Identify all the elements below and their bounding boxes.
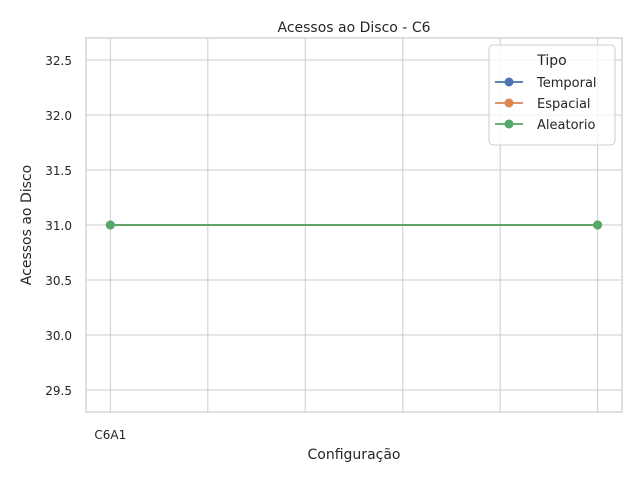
y-tick-label: 32.5 bbox=[45, 54, 72, 68]
series-layer bbox=[105, 220, 603, 230]
legend-marker-aleatorio bbox=[504, 119, 514, 129]
x-axis-tick-labels: C6A1 bbox=[94, 428, 126, 442]
y-tick-label: 31.5 bbox=[45, 164, 72, 178]
legend-marker-espacial bbox=[504, 98, 514, 108]
y-tick-label: 32.0 bbox=[45, 109, 72, 123]
legend-marker-temporal bbox=[504, 77, 514, 87]
plot-frame bbox=[85, 37, 623, 413]
y-axis-label: Acessos ao Disco bbox=[19, 165, 35, 285]
legend-entries: Temporal Espacial Aleatorio bbox=[495, 76, 597, 133]
legend-label-espacial: Espacial bbox=[537, 97, 591, 112]
legend-label-temporal: Temporal bbox=[536, 76, 597, 91]
chart-title: Acessos ao Disco - C6 bbox=[278, 20, 431, 36]
y-axis-tick-labels: 29.5 30.0 30.5 31.0 31.5 32.0 32.5 bbox=[45, 54, 72, 398]
x-axis-label: Configuração bbox=[308, 447, 401, 463]
y-tick-label: 31.0 bbox=[45, 219, 72, 233]
y-tick-label: 30.0 bbox=[45, 329, 72, 343]
y-tick-label: 30.5 bbox=[45, 274, 72, 288]
plot-area-border bbox=[85, 37, 623, 413]
x-tick-label: C6A1 bbox=[94, 428, 126, 442]
legend-box bbox=[488, 44, 616, 146]
legend-label-aleatorio: Aleatorio bbox=[537, 118, 595, 133]
legend: Tipo Temporal Espacial Aleatorio bbox=[488, 44, 616, 146]
data-point-aleatorio bbox=[105, 220, 115, 230]
legend-title: Tipo bbox=[536, 53, 566, 69]
data-point-aleatorio bbox=[593, 220, 603, 230]
y-tick-label: 29.5 bbox=[45, 384, 72, 398]
